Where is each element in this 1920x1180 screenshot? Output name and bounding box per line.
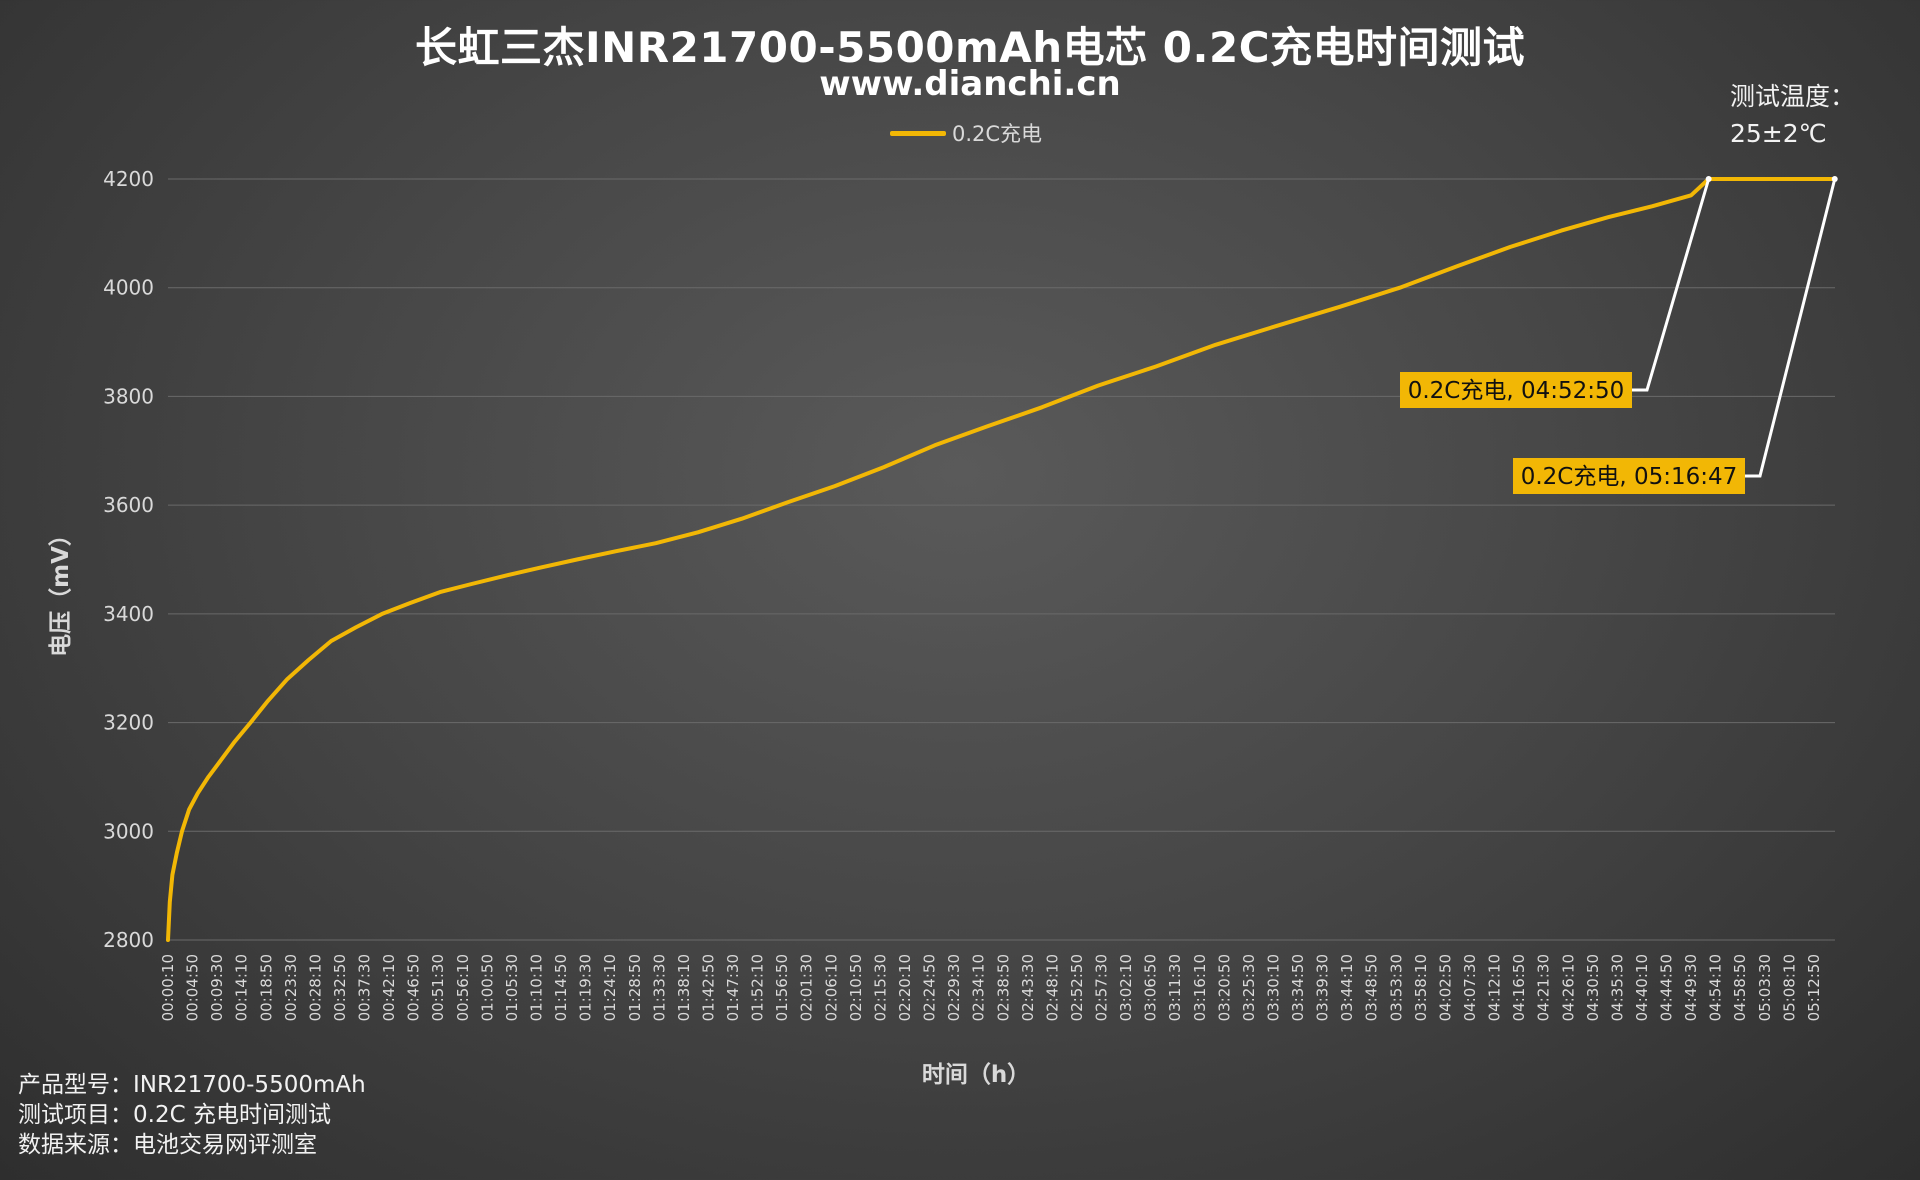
x-tick-label: 00:46:50 [405, 954, 423, 1021]
x-tick-label: 05:12:50 [1805, 954, 1823, 1021]
x-tick-label: 01:05:30 [503, 954, 521, 1021]
x-tick-label: 01:52:10 [749, 954, 767, 1021]
temperature-note: 测试温度： 25±2℃ [1730, 78, 1855, 152]
x-tick-label: 04:21:30 [1535, 954, 1553, 1021]
x-tick-label: 03:44:10 [1338, 954, 1356, 1021]
x-tick-label: 02:06:10 [822, 954, 840, 1021]
x-tick-label: 01:19:30 [577, 954, 595, 1021]
x-tick-label: 01:10:10 [527, 954, 545, 1021]
footer-info: 产品型号：INR21700-5500mAh 测试项目：0.2C 充电时间测试 数… [18, 1070, 366, 1160]
x-tick-label: 01:33:30 [650, 954, 668, 1021]
x-tick-label: 03:02:10 [1117, 954, 1135, 1021]
x-tick-label: 04:58:50 [1731, 954, 1749, 1021]
x-tick-label: 02:57:30 [1093, 954, 1111, 1021]
x-tick-label: 02:43:30 [1019, 954, 1037, 1021]
x-tick-label: 02:38:50 [994, 954, 1012, 1021]
legend-label: 0.2C充电 [952, 122, 1043, 146]
x-tick-label: 02:29:30 [945, 954, 963, 1021]
x-tick-label: 02:10:50 [847, 954, 865, 1021]
y-tick-label: 3000 [103, 819, 154, 843]
callout-box [1400, 372, 1632, 408]
x-tick-label: 00:14:10 [233, 954, 251, 1021]
x-tick-label: 03:39:30 [1314, 954, 1332, 1021]
x-tick-label: 00:28:10 [306, 954, 324, 1021]
x-tick-label: 01:24:10 [601, 954, 619, 1021]
x-tick-label: 02:48:10 [1043, 954, 1061, 1021]
x-tick-label: 00:09:30 [208, 954, 226, 1021]
x-tick-label: 03:30:10 [1264, 954, 1282, 1021]
x-tick-label: 04:07:30 [1461, 954, 1479, 1021]
x-tick-label: 03:20:50 [1215, 954, 1233, 1021]
x-tick-label: 00:56:10 [454, 954, 472, 1021]
footer-data-source: 数据来源：电池交易网评测室 [18, 1132, 317, 1158]
x-tick-label: 01:28:50 [626, 954, 644, 1021]
x-tick-label: 04:49:30 [1682, 954, 1700, 1021]
x-tick-label: 02:15:30 [871, 954, 889, 1021]
legend-swatch [890, 130, 946, 136]
y-tick-label: 4000 [103, 276, 154, 300]
x-tick-label: 04:54:10 [1707, 954, 1725, 1021]
x-tick-label: 04:44:50 [1658, 954, 1676, 1021]
x-tick-label: 00:00:10 [159, 954, 177, 1021]
x-tick-label: 00:18:50 [257, 954, 275, 1021]
temperature-value: 25±2℃ [1730, 119, 1827, 148]
x-tick-label: 02:24:50 [921, 954, 939, 1021]
legend: 0.2C充电 [890, 118, 1042, 148]
x-tick-label: 02:52:50 [1068, 954, 1086, 1021]
callout-box [1513, 458, 1745, 494]
series-line [166, 177, 1837, 942]
y-tick-label: 4200 [103, 167, 154, 191]
x-tick-label: 00:32:50 [331, 954, 349, 1021]
callout-point [1705, 176, 1712, 182]
x-tick-label: 04:30:50 [1584, 954, 1602, 1021]
temperature-label: 测试温度： [1730, 82, 1856, 111]
x-tick-label: 03:06:50 [1142, 954, 1160, 1021]
x-tick-label: 03:11:30 [1166, 954, 1184, 1021]
x-tick-label: 01:14:50 [552, 954, 570, 1021]
callout-leader-line [1632, 178, 1711, 392]
x-tick-label: 01:47:30 [724, 954, 742, 1021]
x-tick-label: 02:01:30 [798, 954, 816, 1021]
x-tick-label: 01:38:10 [675, 954, 693, 1021]
y-tick-label: 2800 [103, 928, 154, 952]
callout-label: 0.2C充电, 05:16:47 [1521, 464, 1738, 490]
x-tick-label: 05:08:10 [1780, 954, 1798, 1021]
y-tick-label: 3200 [103, 711, 154, 735]
x-tick-label: 03:34:50 [1289, 954, 1307, 1021]
x-tick-label: 02:34:10 [970, 954, 988, 1021]
x-tick-label: 03:25:30 [1240, 954, 1258, 1021]
x-tick-label: 00:37:30 [356, 954, 374, 1021]
chart-subtitle: www.dianchi.cn [819, 64, 1121, 104]
footer-test-item: 测试项目：0.2C 充电时间测试 [18, 1102, 331, 1128]
x-tick-label: 00:04:50 [184, 954, 202, 1021]
x-tick-label: 02:20:10 [896, 954, 914, 1021]
x-tick-label: 00:51:30 [429, 954, 447, 1021]
x-tick-label: 04:02:50 [1436, 954, 1454, 1021]
callout-label: 0.2C充电, 04:52:50 [1408, 378, 1625, 404]
x-tick-label: 01:00:50 [478, 954, 496, 1021]
x-tick-label: 04:35:30 [1608, 954, 1626, 1021]
x-tick-label: 03:58:10 [1412, 954, 1430, 1021]
callout-point [1831, 176, 1838, 182]
y-tick-label: 3400 [103, 602, 154, 626]
footer-product-model: 产品型号：INR21700-5500mAh [18, 1072, 366, 1098]
x-tick-label: 00:42:10 [380, 954, 398, 1021]
x-axis-label: 时间（h） [921, 1062, 1031, 1088]
y-tick-label: 3600 [103, 493, 154, 517]
chart-title: 长虹三杰INR21700-5500mAh电芯 0.2C充电时间测试 [414, 23, 1526, 72]
x-tick-label: 00:23:30 [282, 954, 300, 1021]
x-tick-label: 04:16:50 [1510, 954, 1528, 1021]
x-tick-label: 04:26:10 [1559, 954, 1577, 1021]
x-tick-label: 01:56:50 [773, 954, 791, 1021]
x-tick-label: 03:53:30 [1387, 954, 1405, 1021]
x-tick-label: 04:40:10 [1633, 954, 1651, 1021]
x-tick-label: 01:42:50 [699, 954, 717, 1021]
x-tick-label: 03:48:50 [1363, 954, 1381, 1021]
callout-leader-line [1745, 178, 1837, 478]
x-tick-label: 04:12:10 [1486, 954, 1504, 1021]
x-tick-label: 05:03:30 [1756, 954, 1774, 1021]
y-tick-label: 3800 [103, 384, 154, 408]
x-tick-label: 03:16:10 [1191, 954, 1209, 1021]
